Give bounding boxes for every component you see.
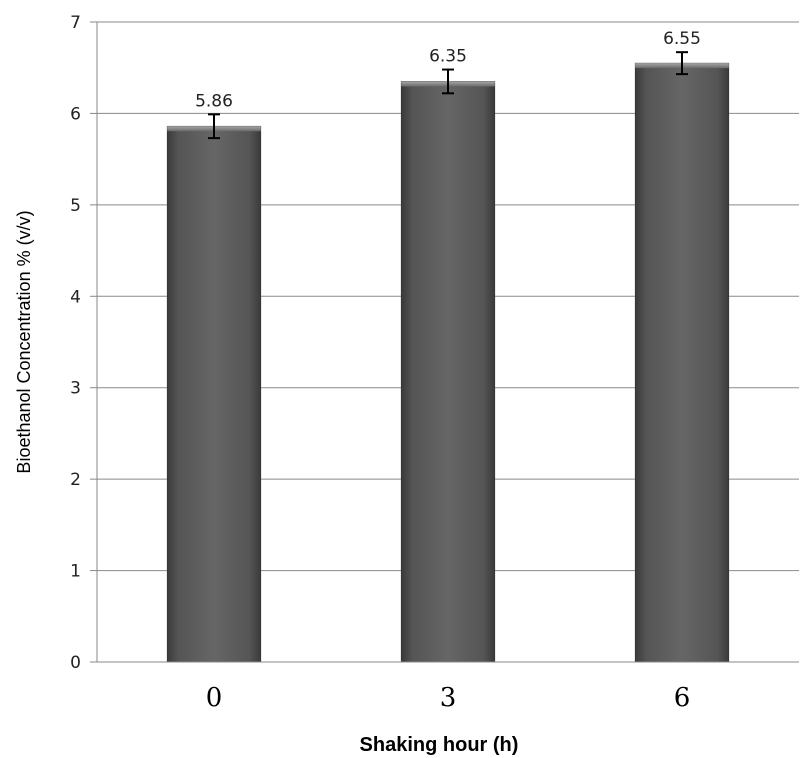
y-tick-label: 6 <box>70 104 81 124</box>
data-label: 6.35 <box>429 47 467 67</box>
bar <box>634 62 730 663</box>
x-tick-label: 6 <box>674 683 691 713</box>
x-tick-label: 0 <box>206 683 223 713</box>
x-tick-label: 3 <box>440 683 457 713</box>
x-axis-title: Shaking hour (h) <box>360 734 519 756</box>
y-tick-label: 1 <box>70 562 81 582</box>
data-label: 6.55 <box>663 29 701 49</box>
y-axis-tick-labels: 0 1 2 3 4 5 6 7 <box>70 13 81 673</box>
y-tick-label: 3 <box>70 379 81 399</box>
bar <box>166 125 262 663</box>
y-tick-label: 7 <box>70 13 81 33</box>
x-axis-tick-labels: 0 3 6 <box>206 683 691 713</box>
y-axis-title: Bioethanol Concentration % (v/v) <box>14 210 34 473</box>
data-label: 5.86 <box>195 91 233 111</box>
bars <box>166 62 730 663</box>
y-tick-label: 5 <box>70 196 81 216</box>
bar <box>400 81 496 663</box>
y-tick-label: 2 <box>70 470 81 490</box>
data-labels: 5.86 6.35 6.55 <box>195 29 701 111</box>
y-tick-label: 0 <box>70 653 81 673</box>
y-tick-label: 4 <box>70 287 81 307</box>
error-bars <box>208 51 688 140</box>
